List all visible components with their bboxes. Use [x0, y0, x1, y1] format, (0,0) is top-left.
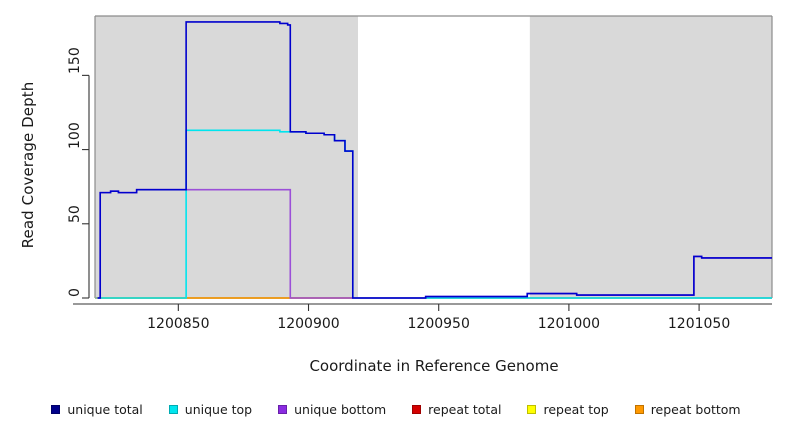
series-line-unique-total [97, 21, 772, 299]
legend-item[interactable]: unique bottom [278, 402, 386, 417]
legend-item[interactable]: repeat top [527, 401, 609, 417]
x-tick-label: 1201050 [667, 316, 731, 332]
legend-label: repeat total [428, 401, 502, 417]
shaded-region [95, 16, 358, 298]
legend-item[interactable]: repeat total [412, 402, 501, 417]
x-tick-label: 1200900 [277, 316, 340, 332]
x-axis-title: Coordinate in Reference Genome [309, 357, 559, 375]
legend-label: unique top [184, 401, 253, 417]
legend-swatch-icon [527, 404, 537, 414]
legend-label: repeat bottom [650, 401, 741, 417]
legend-label: unique bottom [294, 401, 387, 417]
legend-swatch-icon [412, 404, 422, 414]
shaded-region [529, 16, 772, 298]
legend-item[interactable]: unique total [51, 401, 143, 417]
legend-swatch-icon [634, 404, 644, 414]
x-tick-label: 1201000 [537, 316, 601, 332]
x-tick-label: 1200950 [407, 316, 470, 332]
legend-label: unique total [67, 401, 143, 417]
legend-swatch-icon [51, 404, 61, 414]
y-axis-title: Read Coverage Depth [19, 81, 37, 249]
legend-swatch-icon [278, 404, 288, 414]
legend-swatch-icon [168, 404, 178, 414]
legend-item[interactable]: unique top [168, 401, 253, 417]
x-tick-label: 1200850 [147, 316, 210, 332]
legend-label: repeat top [543, 401, 609, 417]
legend-item[interactable]: repeat bottom [634, 401, 741, 417]
chart-legend: unique total unique top unique bottom repea… [0, 396, 792, 422]
